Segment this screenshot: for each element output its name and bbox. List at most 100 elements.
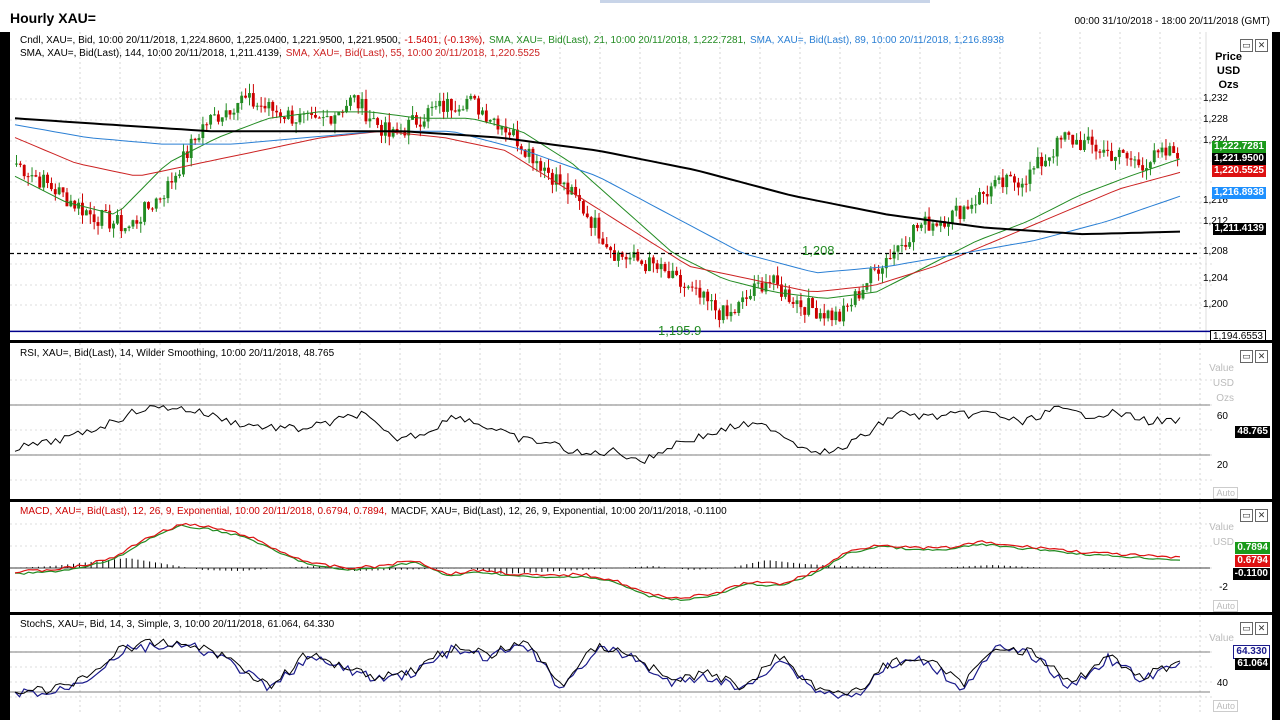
candle — [368, 118, 372, 122]
candle — [150, 208, 154, 210]
macd-auto-button[interactable]: Auto — [1213, 600, 1238, 612]
candle — [694, 287, 698, 289]
candle — [123, 228, 127, 232]
candle — [912, 225, 915, 243]
candle — [1121, 149, 1125, 153]
close-icon[interactable]: ✕ — [1255, 350, 1268, 363]
candle — [209, 115, 213, 125]
last-price-tag: 1,221.9500 — [1211, 153, 1266, 165]
candle — [391, 128, 395, 137]
candle — [38, 176, 42, 188]
candle — [682, 286, 686, 288]
candle — [244, 95, 247, 98]
candle — [873, 268, 877, 270]
candle — [15, 163, 18, 165]
candle — [752, 283, 756, 296]
candle — [65, 192, 69, 207]
candle — [61, 187, 65, 193]
rsi-window-buttons: ▭ ✕ — [1238, 346, 1268, 364]
rsi-tick: 20 — [1216, 460, 1228, 471]
candle — [597, 217, 601, 239]
candle — [717, 310, 721, 321]
candle — [240, 95, 244, 104]
candle — [236, 103, 240, 113]
candle — [1082, 140, 1086, 150]
candle — [647, 257, 651, 272]
price-tick: 1,208 — [1202, 246, 1228, 257]
candle — [1110, 150, 1113, 161]
candle — [418, 124, 422, 127]
candle — [1067, 132, 1071, 135]
candle — [993, 180, 997, 187]
candle — [671, 270, 675, 278]
price-tick: 1,232 — [1202, 93, 1228, 104]
stoch-chart — [10, 615, 1212, 712]
candle — [1152, 150, 1156, 163]
price-tick: 1,224 — [1203, 135, 1228, 146]
candle — [605, 244, 609, 248]
candle — [1098, 151, 1102, 153]
candle — [166, 181, 170, 199]
price-tick: 1,200 — [1202, 299, 1228, 310]
restore-icon[interactable]: ▭ — [1240, 39, 1253, 52]
candle — [263, 105, 267, 109]
candle — [213, 114, 216, 116]
price-window-buttons: ▭ ✕ — [1238, 35, 1268, 53]
candle — [500, 126, 504, 130]
stoch-auto-button[interactable]: Auto — [1213, 700, 1238, 712]
candle — [112, 223, 115, 229]
macd-tick: -2 — [1219, 582, 1228, 593]
price-panel[interactable]: Cndl, XAU=, Bid, 10:00 20/11/2018, 1,224… — [10, 32, 1272, 340]
candle — [127, 226, 131, 229]
restore-icon[interactable]: ▭ — [1240, 622, 1253, 635]
candle — [1055, 137, 1059, 157]
candle — [1051, 156, 1055, 158]
rsi-axis-title: Value USD Ozs — [1209, 363, 1234, 404]
candle — [904, 244, 908, 247]
stoch-tick: 40 — [1216, 678, 1228, 689]
restore-icon[interactable]: ▭ — [1240, 509, 1253, 522]
candle — [255, 105, 259, 107]
rsi-panel[interactable]: RSI, XAU=, Bid(Last), 14, Wilder Smoothi… — [10, 343, 1272, 499]
rsi-auto-button[interactable]: Auto — [1213, 487, 1238, 499]
candle — [814, 307, 818, 319]
candle — [539, 161, 543, 171]
candle — [442, 100, 446, 112]
candle — [1129, 158, 1133, 160]
close-icon[interactable]: ✕ — [1255, 509, 1268, 522]
candle — [729, 311, 733, 317]
candle — [81, 202, 84, 216]
candle — [721, 305, 725, 321]
close-icon[interactable]: ✕ — [1255, 39, 1268, 52]
candle — [108, 210, 112, 229]
candle — [275, 110, 279, 113]
candle — [430, 106, 434, 109]
stoch-panel[interactable]: StochS, XAU=, Bid, 14, 3, Simple, 3, 10:… — [10, 615, 1272, 712]
candle — [659, 263, 663, 270]
candle — [286, 110, 290, 119]
candle — [446, 98, 449, 112]
candle — [760, 282, 764, 292]
candle — [1137, 159, 1141, 166]
candle — [119, 215, 123, 232]
candle — [581, 201, 585, 214]
candle — [531, 148, 535, 164]
macd-panel[interactable]: MACD, XAU=, Bid(Last), 12, 26, 9, Expone… — [10, 502, 1272, 612]
candle — [811, 298, 814, 308]
candle — [1024, 183, 1028, 185]
candle — [593, 217, 597, 228]
candle — [846, 305, 849, 307]
candle — [1133, 159, 1137, 161]
candle — [628, 257, 632, 260]
candle — [185, 151, 189, 159]
candle — [562, 182, 566, 185]
candle — [1094, 144, 1098, 152]
candle — [962, 206, 966, 219]
candle — [271, 101, 275, 111]
sma144-line — [14, 117, 1181, 236]
chart-title: Hourly XAU= — [10, 10, 96, 26]
sma55-tag: 1,220.5525 — [1211, 165, 1266, 177]
candle — [822, 313, 826, 319]
restore-icon[interactable]: ▭ — [1240, 350, 1253, 363]
close-icon[interactable]: ✕ — [1255, 622, 1268, 635]
